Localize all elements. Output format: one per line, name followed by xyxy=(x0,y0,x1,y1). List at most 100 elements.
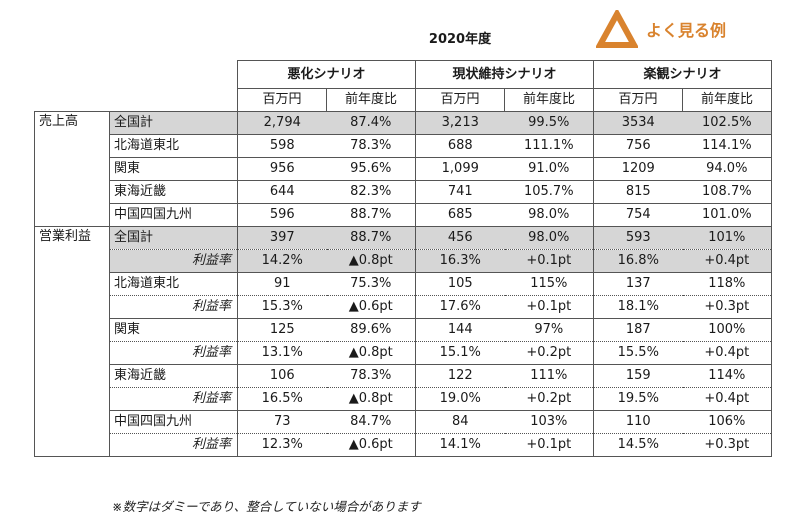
region-label: 中国四国九州 xyxy=(109,203,238,227)
value-cell: 16.5% xyxy=(237,387,327,411)
region-label: 東海近畿 xyxy=(109,180,238,204)
value-cell: 108.7% xyxy=(682,180,773,204)
rate-row: 利益率 12.3% ▲0.6pt 14.1% +0.1pt 14.5% +0.3pt xyxy=(34,433,773,457)
value-cell: 111% xyxy=(504,364,594,388)
rate-label: 利益率 xyxy=(109,295,238,319)
value-cell: 101.0% xyxy=(682,203,773,227)
scenario-header-row: 悪化シナリオ 現状維持シナリオ 楽観シナリオ xyxy=(35,60,773,89)
value-cell: 15.3% xyxy=(237,295,327,319)
value-cell: 14.1% xyxy=(415,433,505,457)
value-cell: 100% xyxy=(682,318,773,342)
table-row: 関東 956 95.6% 1,099 91.0% 1209 94.0% xyxy=(34,157,773,181)
value-cell: 815 xyxy=(593,180,683,204)
value-cell: 1209 xyxy=(593,157,683,181)
region-label: 北海道東北 xyxy=(109,272,238,296)
table-row: 売上高 全国計 2,794 87.4% 3,213 99.5% 3534 102.5% xyxy=(34,111,773,135)
example-badge: よく見る例 xyxy=(596,8,726,50)
value-cell: 106 xyxy=(237,364,327,388)
category-cell xyxy=(34,157,110,181)
table-row: 東海近畿 644 82.3% 741 105.7% 815 108.7% xyxy=(34,180,773,204)
rate-row: 利益率 16.5% ▲0.8pt 19.0% +0.2pt 19.5% +0.4pt xyxy=(34,387,773,411)
value-cell: 84.7% xyxy=(326,410,416,434)
footnote: ※数字はダミーであり、整合していない場合があります xyxy=(112,499,421,514)
region-label: 関東 xyxy=(109,318,238,342)
category-cell xyxy=(34,203,110,227)
value-cell: 1,099 xyxy=(415,157,505,181)
value-cell: +0.3pt xyxy=(682,433,773,457)
region-label: 全国計 xyxy=(109,226,238,250)
value-cell: 91 xyxy=(237,272,327,296)
value-cell: 118% xyxy=(682,272,773,296)
value-cell: 101% xyxy=(682,226,773,250)
value-cell: 15.5% xyxy=(593,341,683,365)
value-cell: 125 xyxy=(237,318,327,342)
value-cell: 110 xyxy=(593,410,683,434)
region-label: 全国計 xyxy=(109,111,238,135)
region-label: 北海道東北 xyxy=(109,134,238,158)
value-cell: 16.3% xyxy=(415,249,505,273)
value-cell: 19.0% xyxy=(415,387,505,411)
unit-header: 前年度比 xyxy=(325,88,417,112)
value-cell: 187 xyxy=(593,318,683,342)
category-cell xyxy=(34,134,110,158)
value-cell: 397 xyxy=(237,226,327,250)
unit-header: 百万円 xyxy=(237,88,327,112)
value-cell: +0.4pt xyxy=(682,249,773,273)
value-cell: 3,213 xyxy=(415,111,505,135)
value-cell: +0.4pt xyxy=(682,341,773,365)
value-cell: 98.0% xyxy=(504,226,594,250)
value-cell: 94.0% xyxy=(682,157,773,181)
value-cell: 99.5% xyxy=(504,111,594,135)
triangle-icon xyxy=(596,10,638,48)
value-cell: 14.5% xyxy=(593,433,683,457)
table-row: 中国四国九州 596 88.7% 685 98.0% 754 101.0% xyxy=(34,203,773,227)
value-cell: +0.2pt xyxy=(504,387,594,411)
value-cell: 111.1% xyxy=(504,134,594,158)
rate-label: 利益率 xyxy=(109,387,238,411)
value-cell: 3534 xyxy=(593,111,683,135)
value-cell: 114.1% xyxy=(682,134,773,158)
table-row: 中国四国九州 73 84.7% 84 103% 110 106% xyxy=(34,410,773,434)
scenario-header: 楽観シナリオ xyxy=(593,60,773,89)
badge-label: よく見る例 xyxy=(646,21,727,40)
category-cell xyxy=(34,272,110,296)
rate-row: 利益率 15.3% ▲0.6pt 17.6% +0.1pt 18.1% +0.3pt xyxy=(34,295,773,319)
value-cell: +0.1pt xyxy=(504,249,594,273)
value-cell: 596 xyxy=(237,203,327,227)
value-cell: 88.7% xyxy=(326,203,416,227)
value-cell: 106% xyxy=(682,410,773,434)
value-cell: 102.5% xyxy=(682,111,773,135)
region-label: 東海近畿 xyxy=(109,364,238,388)
value-cell: 17.6% xyxy=(415,295,505,319)
value-cell: 89.6% xyxy=(326,318,416,342)
value-cell: ▲0.8pt xyxy=(326,387,416,411)
category-cell xyxy=(34,433,110,457)
value-cell: ▲0.6pt xyxy=(326,295,416,319)
unit-header: 百万円 xyxy=(593,88,684,112)
scenario-header: 現状維持シナリオ xyxy=(415,60,595,89)
value-cell: 688 xyxy=(415,134,505,158)
value-cell: 456 xyxy=(415,226,505,250)
forecast-table: 悪化シナリオ 現状維持シナリオ 楽観シナリオ 百万円 前年度比 百万円 前年度比… xyxy=(34,60,773,457)
value-cell: 13.1% xyxy=(237,341,327,365)
value-cell: 88.7% xyxy=(326,226,416,250)
value-cell: 754 xyxy=(593,203,683,227)
value-cell: 75.3% xyxy=(326,272,416,296)
page-title: 2020年度 xyxy=(428,32,492,47)
rate-label: 利益率 xyxy=(109,433,238,457)
category-cell xyxy=(34,364,110,388)
rate-row: 利益率 14.2% ▲0.8pt 16.3% +0.1pt 16.8% +0.4pt xyxy=(34,249,773,273)
unit-header-row: 百万円 前年度比 百万円 前年度比 百万円 前年度比 xyxy=(35,88,773,112)
value-cell: ▲0.8pt xyxy=(326,341,416,365)
value-cell: 741 xyxy=(415,180,505,204)
category-label: 営業利益 xyxy=(34,226,110,250)
table-row: 関東 125 89.6% 144 97% 187 100% xyxy=(34,318,773,342)
value-cell: 78.3% xyxy=(326,364,416,388)
value-cell: +0.1pt xyxy=(504,433,594,457)
value-cell: 685 xyxy=(415,203,505,227)
value-cell: 12.3% xyxy=(237,433,327,457)
category-cell xyxy=(34,410,110,434)
value-cell: 15.1% xyxy=(415,341,505,365)
value-cell: 103% xyxy=(504,410,594,434)
unit-header: 前年度比 xyxy=(682,88,773,112)
